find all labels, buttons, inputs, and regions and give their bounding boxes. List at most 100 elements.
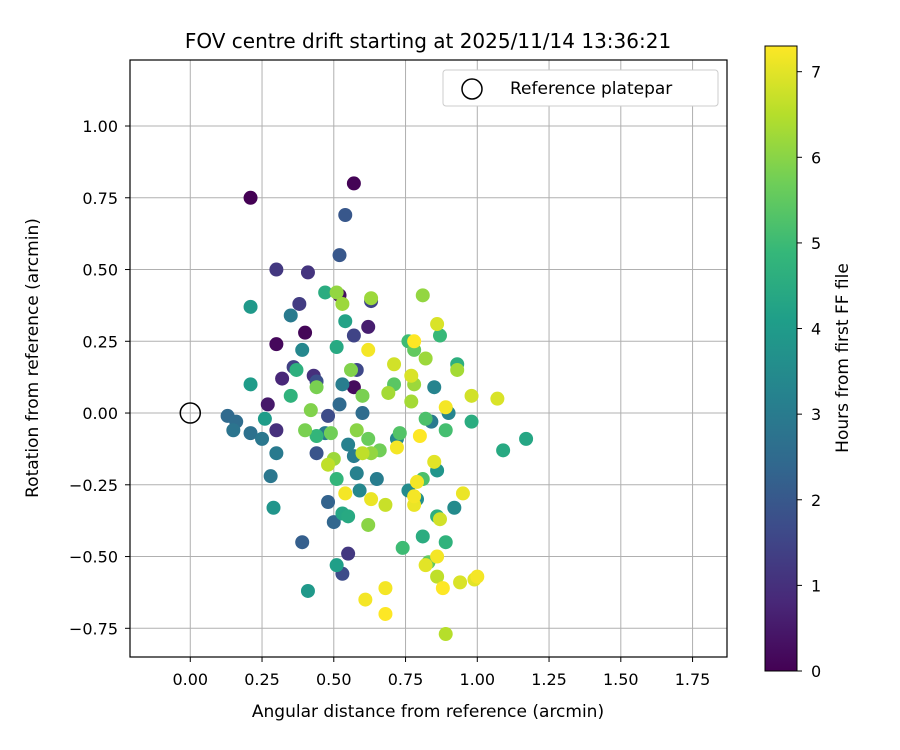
- data-point: [338, 314, 353, 329]
- data-point: [387, 357, 402, 372]
- data-point: [427, 380, 442, 395]
- data-point: [344, 362, 359, 377]
- data-point: [358, 592, 373, 607]
- colorbar-tick-label: 4: [811, 320, 821, 339]
- data-point: [378, 581, 393, 596]
- data-point: [269, 446, 284, 461]
- data-point: [435, 581, 450, 596]
- data-point: [430, 549, 445, 564]
- data-point: [349, 466, 364, 481]
- data-point: [418, 411, 433, 426]
- data-point: [361, 431, 376, 446]
- data-point: [255, 431, 270, 446]
- data-point: [470, 569, 485, 584]
- data-point: [295, 535, 310, 550]
- legend-marker: [461, 78, 483, 100]
- x-axis-label: Angular distance from reference (arcmin): [252, 702, 604, 722]
- colorbar-label: Hours from first FF file: [833, 263, 853, 453]
- data-point: [378, 606, 393, 621]
- data-point: [321, 408, 336, 423]
- data-point: [321, 495, 336, 510]
- colorbar-gradient: [764, 45, 798, 672]
- data-point: [321, 457, 336, 472]
- data-point: [243, 299, 258, 314]
- data-point: [335, 377, 350, 392]
- legend-label: Reference platepar: [510, 79, 672, 99]
- colorbar-tick-label: 7: [811, 63, 821, 82]
- data-point: [349, 423, 364, 438]
- y-tick-label: 0.00: [82, 404, 118, 423]
- data-point: [309, 446, 324, 461]
- data-point: [352, 483, 367, 498]
- data-point: [415, 529, 430, 544]
- data-point: [438, 535, 453, 550]
- data-point: [355, 446, 370, 461]
- x-tick-label: 1.00: [459, 670, 495, 689]
- data-point: [438, 400, 453, 415]
- x-axis-ticks: 0.00 0.25 0.50 0.75 1.00 1.25 1.50 1.75: [172, 657, 710, 689]
- data-point: [341, 437, 356, 452]
- data-point: [346, 380, 361, 395]
- data-point: [309, 428, 324, 443]
- data-point: [269, 337, 284, 352]
- x-tick-label: 1.25: [531, 670, 567, 689]
- data-point: [309, 380, 324, 395]
- data-points: [220, 176, 534, 642]
- data-point: [346, 176, 361, 191]
- data-point: [257, 411, 272, 426]
- data-point: [292, 296, 307, 311]
- data-point: [418, 351, 433, 366]
- data-point: [404, 394, 419, 409]
- data-point: [447, 500, 462, 515]
- data-point: [415, 288, 430, 303]
- y-tick-label: −0.75: [69, 619, 118, 638]
- data-point: [226, 423, 241, 438]
- data-point: [329, 558, 344, 573]
- colorbar-tick-label: 5: [811, 234, 821, 253]
- x-tick-label: 0.00: [172, 670, 208, 689]
- data-point: [407, 334, 422, 349]
- data-point: [361, 319, 376, 334]
- data-point: [298, 423, 313, 438]
- data-point: [464, 388, 479, 403]
- data-point: [283, 308, 298, 323]
- data-point: [364, 492, 379, 507]
- data-point: [438, 627, 453, 642]
- data-point: [381, 385, 396, 400]
- y-axis-ticks: −0.75 −0.50 −0.25 0.00 0.25 0.50 0.75 1.00: [69, 117, 130, 638]
- data-point: [427, 454, 442, 469]
- x-tick-label: 1.75: [675, 670, 711, 689]
- data-point: [346, 328, 361, 343]
- data-point: [412, 428, 427, 443]
- colorbar-tick-label: 6: [811, 148, 821, 167]
- data-point: [335, 296, 350, 311]
- data-point: [410, 474, 425, 489]
- x-tick-label: 0.75: [388, 670, 424, 689]
- data-point: [323, 426, 338, 441]
- data-point: [298, 325, 313, 340]
- y-tick-label: −0.50: [69, 548, 118, 567]
- data-point: [243, 377, 258, 392]
- data-point: [496, 443, 511, 458]
- data-point: [269, 262, 284, 277]
- colorbar-tick-label: 2: [811, 491, 821, 510]
- x-tick-label: 0.50: [316, 670, 352, 689]
- data-point: [490, 391, 505, 406]
- data-point: [275, 371, 290, 386]
- y-tick-label: 1.00: [82, 117, 118, 136]
- data-point: [260, 397, 275, 412]
- y-axis-label: Rotation from reference (arcmin): [23, 218, 43, 498]
- data-point: [438, 423, 453, 438]
- data-point: [430, 569, 445, 584]
- data-point: [407, 489, 422, 504]
- data-point: [369, 472, 384, 487]
- data-point: [432, 328, 447, 343]
- data-point: [364, 291, 379, 306]
- data-point: [243, 190, 258, 205]
- data-point: [338, 486, 353, 501]
- data-point: [326, 515, 341, 530]
- data-point: [300, 265, 315, 280]
- data-point: [341, 509, 356, 524]
- data-point: [300, 583, 315, 598]
- data-point: [404, 368, 419, 383]
